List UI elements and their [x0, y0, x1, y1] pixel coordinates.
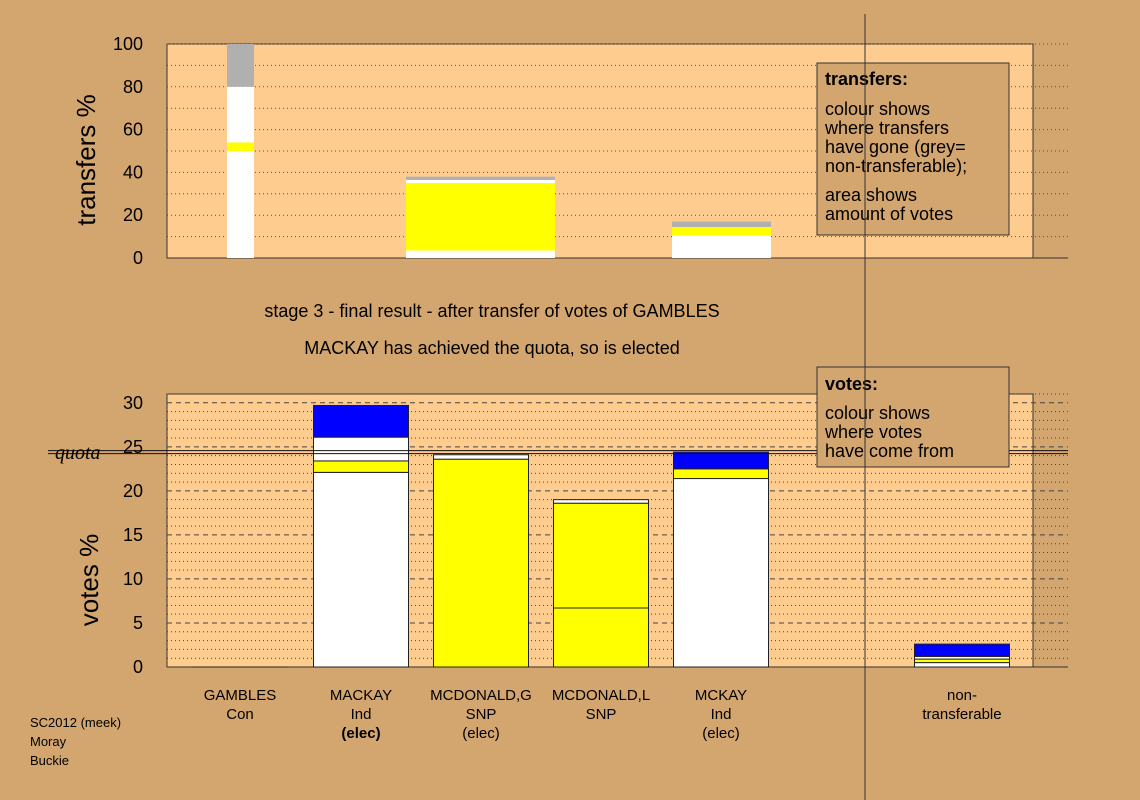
transfers-y-tick: 0 — [133, 248, 143, 268]
category-label-line: transferable — [922, 706, 1001, 723]
votes-bar-segment — [914, 662, 1010, 668]
transfers-bar-segment — [406, 183, 555, 251]
quota-label: quota — [55, 442, 101, 464]
footer-line: SC2012 (meek) — [30, 715, 121, 730]
transfers-bar-segment — [227, 151, 254, 258]
votes-y-tick: 15 — [123, 525, 143, 545]
transfers-bar-segment — [406, 176, 555, 180]
votes-bar-segment — [914, 658, 1010, 664]
category-label-line: Ind — [711, 706, 732, 723]
category-label-line: non- — [947, 687, 977, 704]
transfers-legend-box — [816, 62, 1010, 236]
category-labels: GAMBLES Con MACKAY Ind (elec) MCDONALD,G SNP (e… — [204, 687, 1002, 742]
votes-legend-box — [816, 366, 1010, 468]
votes-legend-title: votes: — [825, 374, 878, 394]
footer-line: Moray — [30, 734, 67, 749]
votes-y-tick: 5 — [133, 613, 143, 633]
votes-y-tick: 0 — [133, 657, 143, 677]
votes-bar-segment — [313, 436, 409, 462]
category-label-line: GAMBLES — [204, 687, 277, 704]
votes-bar-segment — [553, 502, 649, 609]
category-label-line: MCDONALD,L — [552, 687, 650, 704]
transfers-bar-segment — [672, 221, 771, 227]
votes-legend-line: where votes — [824, 422, 922, 442]
votes-legend-line: have come from — [825, 441, 954, 461]
category-label-line: (elec) — [341, 725, 380, 742]
category-label-line: MCDONALD,G — [430, 687, 532, 704]
transfers-y-tick: 100 — [113, 34, 143, 54]
transfers-bar-segment — [227, 142, 254, 151]
votes-bar-segment — [313, 460, 409, 473]
votes-bar-segment — [914, 643, 1010, 657]
votes-y-tick: 30 — [123, 393, 143, 413]
stage-caption: stage 3 - final result - after transfer … — [264, 301, 719, 321]
votes-chart: 0 5 10 15 20 25 30 votes % quota votes: colour sho… — [48, 366, 1068, 677]
votes-bar-segment — [313, 404, 409, 438]
votes-bar-segment — [433, 454, 529, 460]
category-label-line: MACKAY — [330, 687, 392, 704]
votes-y-tick: 20 — [123, 481, 143, 501]
votes-bar-segment — [313, 471, 409, 668]
votes-y-tick: 25 — [123, 437, 143, 457]
transfers-bar-segment — [406, 250, 555, 258]
result-caption: MACKAY has achieved the quota, so is ele… — [304, 338, 680, 358]
category-label-line: Con — [226, 706, 254, 723]
footer-line: Buckie — [30, 753, 69, 768]
category-label-line: Ind — [351, 706, 372, 723]
category-label-line: (elec) — [462, 725, 500, 742]
votes-bar-segment — [673, 478, 769, 668]
votes-legend-line: colour shows — [825, 403, 930, 423]
transfers-bar-segment — [672, 235, 771, 258]
transfers-legend-line: colour shows — [825, 99, 930, 119]
votes-y-tick: 10 — [123, 569, 143, 589]
category-label-line: SNP — [466, 706, 497, 723]
votes-bar-segment — [673, 468, 769, 480]
transfers-y-tick: 20 — [123, 205, 143, 225]
transfers-chart: 0 20 40 60 80 100 transfers % transfers: colour … — [71, 34, 1068, 268]
transfers-legend-line: where transfers — [824, 118, 949, 138]
transfers-legend-line: amount of votes — [825, 204, 953, 224]
votes-bar-segment — [433, 458, 529, 668]
transfers-legend-line: non-transferable); — [825, 156, 967, 176]
votes-bar-segment — [553, 607, 649, 668]
footer: SC2012 (meek) Moray Buckie — [30, 715, 121, 768]
transfers-y-tick: 40 — [123, 162, 143, 182]
category-label-line: MCKAY — [695, 687, 747, 704]
votes-bar-segment — [553, 499, 649, 504]
votes-y-label: votes % — [74, 534, 104, 627]
transfers-bar-segment — [227, 44, 254, 87]
transfers-bar-segment — [227, 86, 254, 143]
category-label-line: SNP — [586, 706, 617, 723]
category-label-line: (elec) — [702, 725, 740, 742]
transfers-legend-line: have gone (grey= — [825, 137, 966, 157]
transfers-y-tick: 60 — [123, 120, 143, 140]
votes-bar-segment — [673, 451, 769, 470]
transfers-legend-line: area shows — [825, 185, 917, 205]
transfers-y-tick: 80 — [123, 77, 143, 97]
transfers-legend-title: transfers: — [825, 69, 908, 89]
transfers-bar-segment — [406, 179, 555, 184]
transfers-bar-segment — [672, 226, 771, 236]
transfers-y-label: transfers % — [71, 94, 101, 226]
